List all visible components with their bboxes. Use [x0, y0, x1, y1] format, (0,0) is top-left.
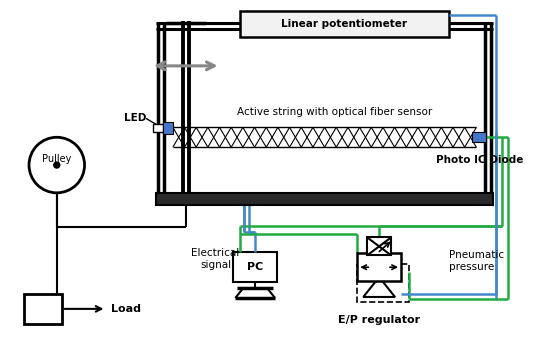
Bar	[153, 124, 163, 132]
Circle shape	[29, 137, 85, 193]
Bar	[240, 11, 449, 37]
Text: Electrical
signal: Electrical signal	[191, 249, 240, 270]
Text: Active string with optical fiber sensor: Active string with optical fiber sensor	[237, 107, 432, 117]
Circle shape	[54, 162, 60, 168]
Polygon shape	[364, 277, 395, 297]
Bar	[163, 122, 173, 134]
Text: Pulley: Pulley	[42, 154, 72, 164]
Text: PC: PC	[247, 262, 263, 272]
Text: Load: Load	[111, 304, 141, 314]
Bar	[367, 237, 391, 255]
Bar	[156, 193, 493, 205]
Bar	[358, 264, 409, 302]
Bar	[358, 253, 401, 281]
Bar	[233, 252, 277, 282]
Text: Pneumatic
pressure: Pneumatic pressure	[449, 250, 504, 272]
Text: Photo IC Diode: Photo IC Diode	[436, 155, 523, 165]
Text: LED: LED	[124, 114, 146, 123]
Text: E/P regulator: E/P regulator	[338, 315, 420, 325]
Text: Linear potentiometer: Linear potentiometer	[282, 19, 408, 29]
Bar	[472, 132, 486, 142]
Bar	[24, 294, 62, 324]
